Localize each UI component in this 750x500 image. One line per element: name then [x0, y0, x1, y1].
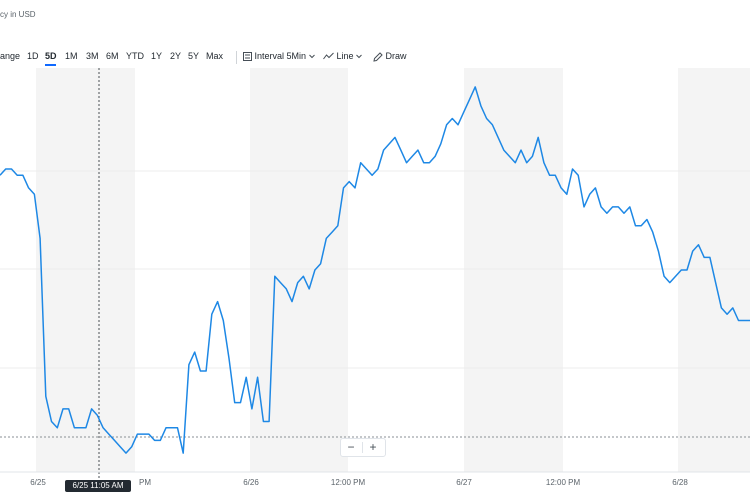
- x-tick-label: 6/28: [672, 478, 688, 487]
- zoom-out-button[interactable]: −: [347, 440, 355, 454]
- currency-note: cy in USD: [0, 10, 36, 19]
- draw-button[interactable]: Draw: [373, 51, 407, 62]
- x-tick-label: 6/25: [30, 478, 46, 487]
- range-3m-button[interactable]: 3M: [86, 51, 99, 61]
- chart-type-selector[interactable]: Line: [323, 51, 362, 61]
- range-6m-button[interactable]: 6M: [106, 51, 119, 61]
- range-1m-button[interactable]: 1M: [65, 51, 78, 61]
- x-tick-label: 6/27: [456, 478, 472, 487]
- range-5d-button[interactable]: 5D: [45, 51, 57, 61]
- x-axis-labels: 6/25 PM 6/26 12:00 PM 6/27 12:00 PM 6/28: [30, 478, 688, 487]
- line-chart-icon: [323, 52, 334, 60]
- range-2y-button[interactable]: 2Y: [170, 51, 182, 61]
- x-tick-label: 12:00 PM: [331, 478, 366, 487]
- draw-label: Draw: [385, 51, 407, 61]
- active-range-indicator: [45, 64, 56, 66]
- interval-icon: [243, 52, 252, 62]
- range-1y-button[interactable]: 1Y: [151, 51, 163, 61]
- session-shade: [678, 68, 750, 472]
- chart-type-label: Line: [336, 51, 354, 61]
- zoom-control: − +: [340, 438, 386, 457]
- zoom-in-button[interactable]: +: [369, 440, 377, 454]
- range-1d-button[interactable]: 1D: [27, 51, 39, 61]
- chevron-down-icon: [356, 54, 362, 59]
- range-label[interactable]: ange: [0, 51, 21, 61]
- x-tick-label: 6/26: [243, 478, 259, 487]
- session-shade: [36, 68, 135, 472]
- session-shading: [36, 68, 750, 472]
- x-tick-label: PM: [139, 478, 151, 487]
- chevron-down-icon: [308, 54, 315, 59]
- x-tick-label: 12:00 PM: [546, 478, 581, 487]
- range-5y-button[interactable]: 5Y: [188, 51, 200, 61]
- price-line: [0, 86, 750, 454]
- range-ytd-button[interactable]: YTD: [126, 51, 144, 61]
- crosshair-time-label: 6/25 11:05 AM: [65, 480, 131, 492]
- chart-toolbar: ange 1D 5D 1M 3M 6M YTD 1Y 2Y 5Y Max Int…: [0, 48, 750, 68]
- range-max-button[interactable]: Max: [206, 51, 224, 61]
- interval-label: Interval: [254, 51, 285, 61]
- toolbar-divider: [236, 51, 237, 64]
- session-shade: [250, 68, 348, 472]
- interval-selector[interactable]: Interval 5Min: [243, 51, 315, 62]
- interval-value: 5Min: [286, 51, 307, 61]
- pencil-icon: [373, 51, 383, 62]
- session-shade: [464, 68, 563, 472]
- zoom-divider: [362, 442, 363, 453]
